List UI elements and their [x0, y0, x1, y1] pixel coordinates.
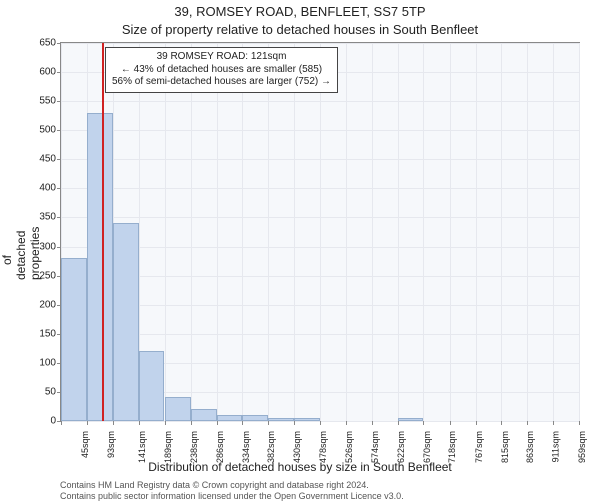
xtick-label: 430sqm	[292, 431, 302, 463]
xtick-mark	[450, 421, 451, 425]
gridline-v	[450, 43, 451, 421]
gridline-v	[165, 43, 166, 421]
ytick-label: 550	[16, 96, 56, 107]
footer-line1: Contains HM Land Registry data © Crown c…	[60, 480, 369, 490]
xtick-mark	[579, 421, 580, 425]
xtick-label: 815sqm	[500, 431, 510, 463]
gridline-v	[579, 43, 580, 421]
ytick-label: 50	[16, 386, 56, 397]
xtick-mark	[113, 421, 114, 425]
xtick-label: 45sqm	[80, 431, 90, 458]
histogram-bar	[217, 415, 243, 421]
ytick-label: 650	[16, 38, 56, 49]
ytick-label: 600	[16, 67, 56, 78]
gridline-v	[268, 43, 269, 421]
xtick-label: 863sqm	[525, 431, 535, 463]
gridline-v	[346, 43, 347, 421]
plot-area	[60, 42, 580, 422]
xtick-label: 93sqm	[106, 431, 116, 458]
gridline-v	[242, 43, 243, 421]
xtick-mark	[398, 421, 399, 425]
ytick-label: 500	[16, 125, 56, 136]
annotation-line2: ← 43% of detached houses are smaller (58…	[112, 64, 331, 77]
xtick-mark	[553, 421, 554, 425]
xtick-mark	[242, 421, 243, 425]
xtick-label: 189sqm	[163, 431, 173, 463]
histogram-bar	[87, 113, 113, 421]
ytick-label: 400	[16, 183, 56, 194]
chart-container: 39, ROMSEY ROAD, BENFLEET, SS7 5TP Size …	[0, 0, 600, 500]
ytick-label: 0	[16, 416, 56, 427]
gridline-v	[294, 43, 295, 421]
xtick-label: 286sqm	[215, 431, 225, 463]
xtick-mark	[476, 421, 477, 425]
ytick-label: 100	[16, 357, 56, 368]
annotation-line3: 56% of semi-detached houses are larger (…	[112, 76, 331, 89]
xtick-mark	[87, 421, 88, 425]
gridline-v	[423, 43, 424, 421]
gridline-v	[398, 43, 399, 421]
xtick-label: 478sqm	[318, 431, 328, 463]
annotation-box: 39 ROMSEY ROAD: 121sqm ← 43% of detached…	[105, 47, 338, 93]
gridline-v	[553, 43, 554, 421]
gridline-v	[320, 43, 321, 421]
chart-title-line1: 39, ROMSEY ROAD, BENFLEET, SS7 5TP	[0, 4, 600, 19]
xtick-mark	[423, 421, 424, 425]
histogram-bar	[165, 397, 191, 421]
gridline-v	[217, 43, 218, 421]
xtick-mark	[372, 421, 373, 425]
xtick-label: 767sqm	[474, 431, 484, 463]
gridline-v	[527, 43, 528, 421]
ytick-label: 300	[16, 241, 56, 252]
xtick-mark	[527, 421, 528, 425]
histogram-bar	[268, 418, 294, 421]
xtick-mark	[191, 421, 192, 425]
xtick-mark	[165, 421, 166, 425]
xtick-label: 238sqm	[189, 431, 199, 463]
xtick-mark	[139, 421, 140, 425]
xtick-label: 959sqm	[577, 431, 587, 463]
xtick-mark	[320, 421, 321, 425]
xtick-mark	[217, 421, 218, 425]
xtick-label: 718sqm	[447, 431, 457, 463]
xtick-mark	[501, 421, 502, 425]
xtick-label: 382sqm	[266, 431, 276, 463]
xtick-label: 670sqm	[422, 431, 432, 463]
gridline-v	[191, 43, 192, 421]
gridline-v	[501, 43, 502, 421]
xtick-label: 141sqm	[137, 431, 147, 463]
histogram-bar	[242, 415, 268, 421]
histogram-bar	[294, 418, 320, 421]
histogram-bar	[61, 258, 87, 421]
histogram-bar	[113, 223, 139, 421]
xtick-mark	[268, 421, 269, 425]
xtick-label: 526sqm	[344, 431, 354, 463]
histogram-bar	[191, 409, 217, 421]
xtick-mark	[346, 421, 347, 425]
gridline-v	[372, 43, 373, 421]
xtick-label: 574sqm	[370, 431, 380, 463]
gridline-v	[476, 43, 477, 421]
xtick-label: 911sqm	[551, 431, 561, 462]
xtick-label: 622sqm	[396, 431, 406, 463]
histogram-bar	[139, 351, 165, 421]
xtick-mark	[61, 421, 62, 425]
ytick-label: 450	[16, 154, 56, 165]
ytick-label: 200	[16, 299, 56, 310]
chart-title-line2: Size of property relative to detached ho…	[0, 22, 600, 37]
annotation-line1: 39 ROMSEY ROAD: 121sqm	[112, 51, 331, 64]
xtick-label: 334sqm	[241, 431, 251, 463]
property-marker-line	[102, 43, 104, 421]
ytick-label: 150	[16, 328, 56, 339]
ytick-label: 250	[16, 270, 56, 281]
xtick-mark	[294, 421, 295, 425]
histogram-bar	[398, 418, 424, 421]
ytick-label: 350	[16, 212, 56, 223]
